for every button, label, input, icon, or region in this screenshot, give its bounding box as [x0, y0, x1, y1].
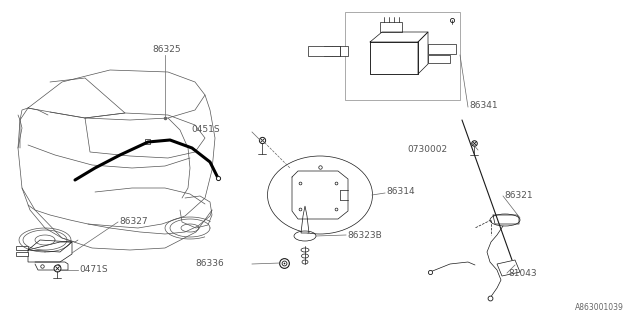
Bar: [340, 46, 348, 56]
Text: 81043: 81043: [508, 268, 536, 277]
Bar: [345, 12, 460, 100]
Text: 0730002: 0730002: [408, 146, 448, 155]
Text: 86336: 86336: [195, 259, 224, 268]
Polygon shape: [28, 242, 72, 262]
Polygon shape: [301, 206, 309, 233]
Bar: [324, 46, 332, 56]
Text: A863001039: A863001039: [575, 303, 624, 312]
Bar: [16, 252, 28, 256]
Text: 86327: 86327: [119, 217, 148, 226]
Bar: [145, 139, 150, 144]
Text: 86321: 86321: [504, 190, 532, 199]
Text: 86341: 86341: [469, 101, 498, 110]
Polygon shape: [497, 260, 520, 276]
Polygon shape: [370, 42, 418, 74]
Bar: [428, 55, 450, 63]
Bar: [380, 22, 402, 32]
Text: 0451S: 0451S: [191, 125, 220, 134]
Bar: [428, 44, 456, 54]
Bar: [308, 46, 340, 56]
Text: 86323B: 86323B: [347, 230, 381, 239]
Bar: [332, 46, 340, 56]
Text: 86325: 86325: [152, 45, 180, 54]
Bar: [16, 246, 28, 250]
Text: 0471S: 0471S: [79, 266, 108, 275]
Text: 86314: 86314: [386, 188, 415, 196]
